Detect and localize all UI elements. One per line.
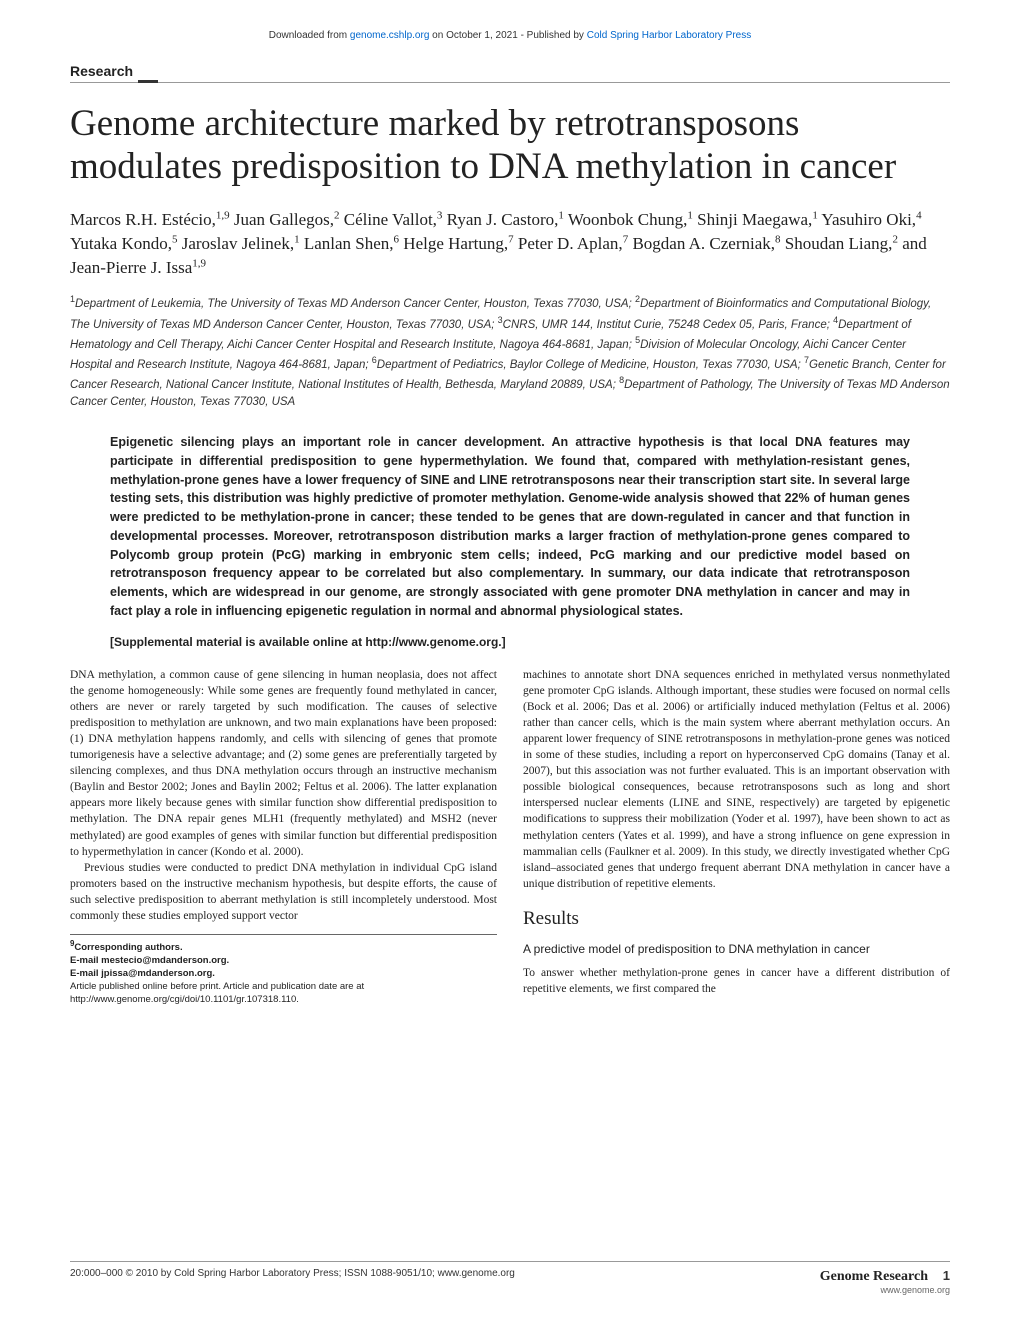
footer-copyright: 20:000–000 © 2010 by Cold Spring Harbor … (70, 1268, 515, 1295)
body-paragraph: To answer whether methylation-prone gene… (523, 965, 950, 997)
results-subheading: A predictive model of predisposition to … (523, 941, 950, 957)
footer-journal: Genome Research (820, 1269, 928, 1284)
publication-note: Article published online before print. A… (70, 981, 497, 1007)
corresponding-email: E-mail jpissa@mdanderson.org. (70, 968, 497, 981)
download-header: Downloaded from genome.cshlp.org on Octo… (70, 30, 950, 41)
publisher-link[interactable]: Cold Spring Harbor Laboratory Press (587, 30, 752, 41)
footer-page: 1 (943, 1268, 950, 1283)
footer-url: www.genome.org (820, 1285, 950, 1295)
body-paragraph: DNA methylation, a common cause of gene … (70, 667, 497, 860)
page-footer: 20:000–000 © 2010 by Cold Spring Harbor … (70, 1261, 950, 1295)
article-title: Genome architecture marked by retrotrans… (70, 103, 950, 188)
right-column: machines to annotate short DNA sequences… (523, 667, 950, 1007)
results-heading: Results (523, 906, 950, 933)
body-paragraph: Previous studies were conducted to predi… (70, 860, 497, 924)
download-prefix: Downloaded from (269, 30, 350, 41)
body-paragraph: machines to annotate short DNA sequences… (523, 667, 950, 892)
section-label: Research (70, 63, 950, 83)
corresponding-block: 9Corresponding authors. E-mail mestecio@… (70, 934, 497, 1006)
abstract: Epigenetic silencing plays an important … (110, 433, 910, 621)
footer-right: Genome Research 1 www.genome.org (820, 1268, 950, 1295)
supplemental-note: [Supplemental material is available onli… (110, 635, 910, 649)
left-column: DNA methylation, a common cause of gene … (70, 667, 497, 1007)
affiliations: 1Department of Leukemia, The University … (70, 293, 950, 411)
author-list: Marcos R.H. Estécio,1,9 Juan Gallegos,2 … (70, 208, 950, 279)
site-link[interactable]: genome.cshlp.org (350, 30, 430, 41)
corresponding-label: Corresponding authors. (74, 942, 182, 953)
download-date: on October 1, 2021 - Published by (429, 30, 586, 41)
corresponding-email: E-mail mestecio@mdanderson.org. (70, 955, 497, 968)
body-text: DNA methylation, a common cause of gene … (70, 667, 950, 1007)
